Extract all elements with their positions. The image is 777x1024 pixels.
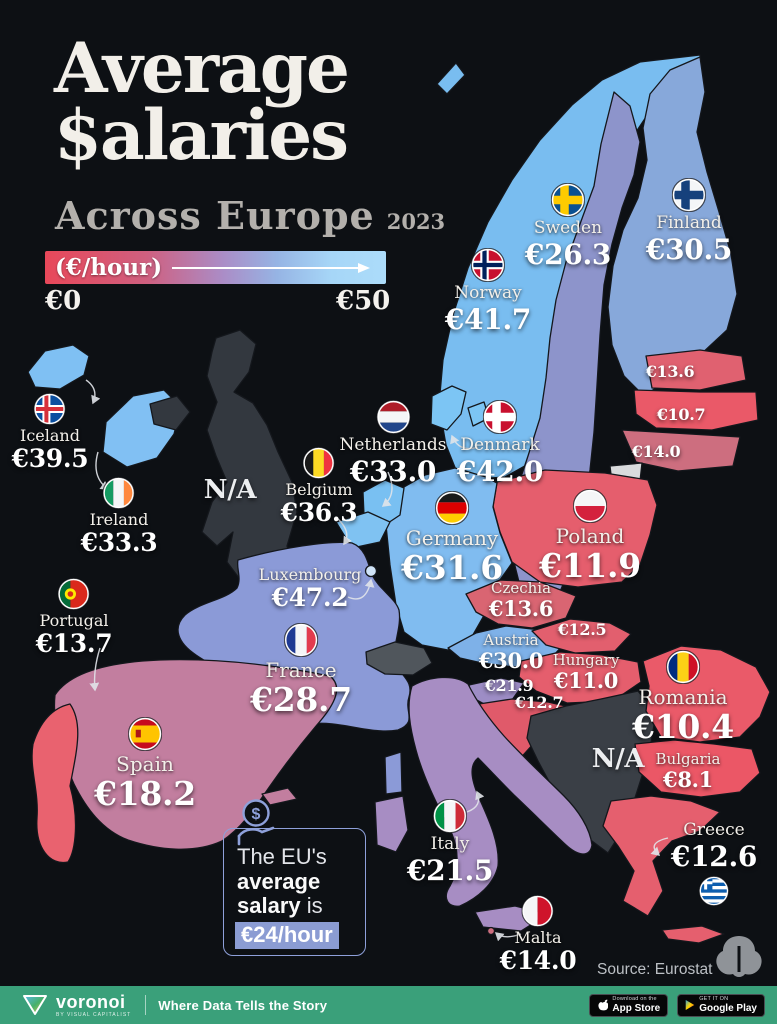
country-shape-denmark <box>430 385 467 431</box>
color-scale-legend: (€/hour) <box>45 251 386 284</box>
store-badges: Download on the App Store GET IT ON Goog… <box>589 993 765 1017</box>
callout-line-3: salary is <box>237 893 323 918</box>
subtitle: Across Europe 2023 <box>55 193 446 238</box>
country-shape-portugal <box>31 703 79 864</box>
country-shape-crete <box>661 925 725 944</box>
page-title: Average $alaries <box>54 28 350 176</box>
legend-max-label: €50 <box>336 286 391 316</box>
svg-text:$: $ <box>252 806 261 823</box>
country-shapes <box>27 54 771 944</box>
country-shape-bulgaria <box>634 739 761 798</box>
footer-tagline: Where Data Tells the Story <box>158 997 328 1013</box>
title-line-2: $alaries <box>54 94 349 176</box>
brand-subtitle: BY VISUAL CAPITALIST <box>56 1011 132 1018</box>
legend-unit-label: (€/hour) <box>55 254 163 281</box>
legend-min-label: €0 <box>45 286 82 316</box>
country-shape-greece <box>602 795 721 917</box>
country-shape-estonia <box>645 349 747 391</box>
country-shape-norway <box>436 62 466 95</box>
country-shape-malta <box>486 926 496 936</box>
country-shape-slovakia <box>531 618 632 654</box>
legend-arrow-icon <box>172 262 371 273</box>
brand-name: voronoi <box>56 991 126 1012</box>
callout-line-1: The EU's <box>237 844 327 869</box>
country-shape-iceland <box>27 344 90 390</box>
country-shape-germany <box>385 467 513 651</box>
visual-capitalist-logo-icon <box>714 934 764 980</box>
country-shape-switzerland <box>365 641 433 676</box>
brand-block: voronoi BY VISUAL CAPITALIST <box>56 993 131 1018</box>
year-label: 2023 <box>386 209 446 234</box>
country-shape-italy <box>408 676 593 907</box>
eu-average-callout: $ The EU's average salary is €24/hour <box>223 799 366 956</box>
country-shape-sicily <box>474 905 549 932</box>
country-shape-luxembourg <box>364 564 378 578</box>
google-play-badge[interactable]: GET IT ON Google Play <box>677 993 765 1017</box>
app-store-badge[interactable]: Download on the App Store <box>589 993 669 1017</box>
country-shape-latvia <box>633 389 759 431</box>
country-shape-sardinia <box>374 795 409 853</box>
country-shape-balearics <box>261 787 298 806</box>
source-note: Source: Eurostat <box>597 961 713 978</box>
google-play-logo-icon <box>685 1000 695 1010</box>
country-shape-corsica <box>384 751 403 795</box>
coin-in-hand-icon: $ <box>230 797 282 851</box>
country-shape-czechia <box>465 579 577 629</box>
country-shape-hungary <box>518 651 642 704</box>
country-shape-lithuania <box>621 429 741 472</box>
footer-divider <box>145 995 147 1015</box>
callout-line-2: average <box>237 868 321 894</box>
country-shape-spain <box>53 659 338 850</box>
title-line-1: Average <box>54 28 350 109</box>
country-shape-romania <box>642 645 771 743</box>
eu-average-value: €24/hour <box>235 921 339 949</box>
country-shape-northern-ireland <box>149 395 191 431</box>
voronoi-logo-icon <box>22 994 48 1016</box>
apple-logo-icon <box>598 999 609 1010</box>
footer-bar: voronoi BY VISUAL CAPITALIST Where Data … <box>0 986 777 1024</box>
eu-average-text: The EU's average salary is €24/hour <box>235 844 339 949</box>
label-arrows <box>85 379 669 942</box>
